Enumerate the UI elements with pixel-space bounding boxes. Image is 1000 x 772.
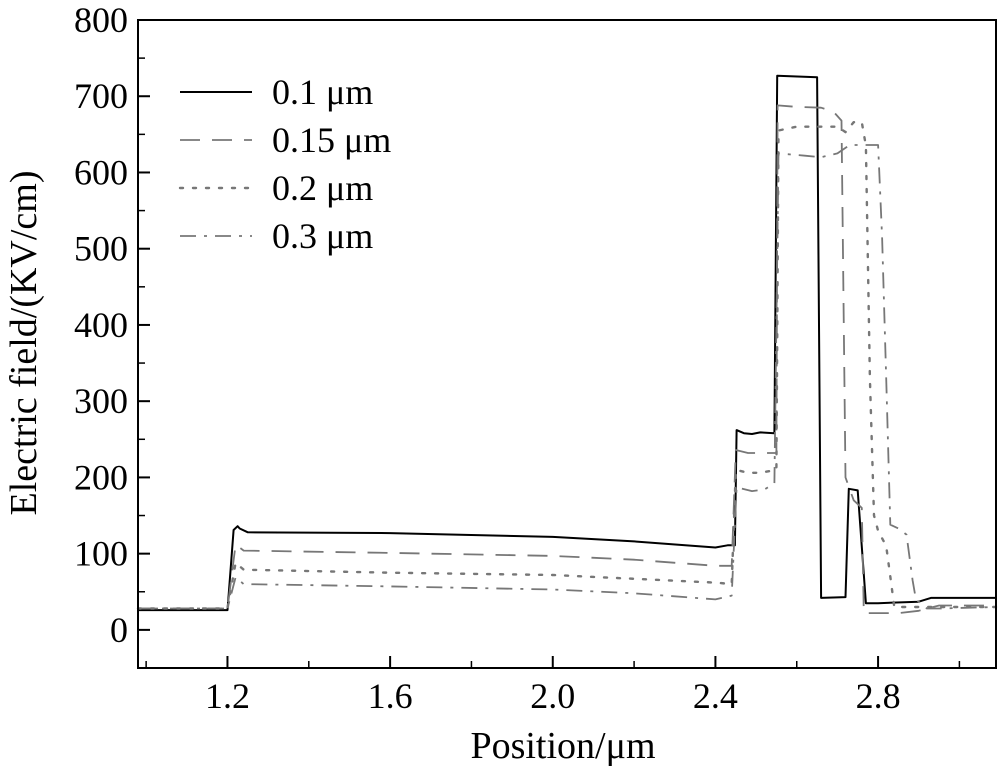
legend-label-4: 0.3 μm — [272, 216, 373, 256]
legend-label-2: 0.15 μm — [272, 120, 391, 160]
plot-lines — [136, 74, 998, 614]
series-line-2 — [138, 104, 996, 614]
x-tick-label: 2.8 — [856, 676, 901, 716]
y-tick-label: 500 — [74, 229, 128, 269]
y-tick-label: 800 — [74, 0, 128, 40]
y-tick-label: 400 — [74, 305, 128, 345]
y-tick-label: 600 — [74, 152, 128, 192]
x-tick-label: 1.6 — [368, 676, 413, 716]
legend-label-3: 0.2 μm — [272, 168, 373, 208]
legend-label-1: 0.1 μm — [272, 72, 373, 112]
x-tick-label: 2.0 — [530, 676, 575, 716]
plot-frame — [137, 19, 997, 669]
y-tick-label: 700 — [74, 76, 128, 116]
y-tick-label: 0 — [110, 610, 128, 650]
x-tick-label: 2.4 — [693, 676, 738, 716]
y-tick-label: 300 — [74, 381, 128, 421]
y-axis-title: Electric field/(KV/cm) — [3, 170, 45, 515]
legend: 0.1 μm 0.15 μm 0.2 μm 0.3 μm — [178, 72, 391, 256]
x-tick-label: 1.2 — [205, 676, 250, 716]
series-line-4 — [138, 144, 997, 610]
x-axis-title: Position/μm — [470, 725, 655, 767]
ticks: 0 100 200 300 400 500 600 700 800 1.2 1.6 2.0 2.4 2.8 — [74, 0, 961, 716]
series-line-1 — [138, 74, 996, 612]
series-line-3 — [136, 121, 998, 610]
y-tick-label: 200 — [74, 457, 128, 497]
y-tick-label: 100 — [74, 534, 128, 574]
